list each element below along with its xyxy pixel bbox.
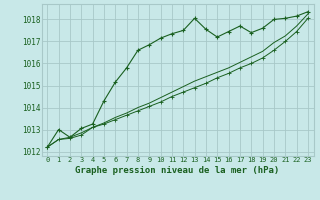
X-axis label: Graphe pression niveau de la mer (hPa): Graphe pression niveau de la mer (hPa) — [76, 166, 280, 175]
